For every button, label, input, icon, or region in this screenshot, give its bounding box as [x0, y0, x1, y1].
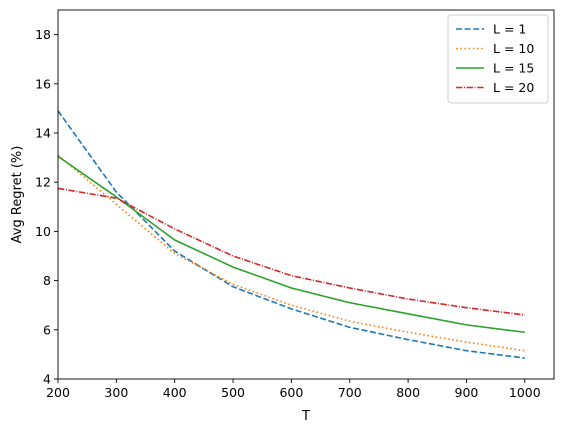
x-tick-label: 400 [163, 385, 187, 400]
y-tick-label: 16 [35, 76, 51, 91]
legend-label-4: L = 20 [493, 80, 534, 95]
plot-area [57, 110, 525, 359]
x-tick-label: 300 [104, 385, 128, 400]
x-tick-label: 200 [46, 385, 70, 400]
y-tick-label: 10 [35, 224, 51, 239]
y-axis-label: Avg Regret (%) [10, 146, 25, 244]
legend-box [447, 14, 549, 104]
y-tick-label: 12 [35, 175, 51, 190]
x-tick-label: 500 [221, 385, 245, 400]
series-line-2 [57, 154, 525, 352]
series-line-4 [57, 187, 525, 316]
x-tick-label: 900 [455, 385, 479, 400]
x-tick-label: 1000 [509, 385, 541, 400]
x-tick-label: 800 [396, 385, 420, 400]
y-tick-label: 18 [35, 27, 51, 42]
y-tick-label: 8 [43, 273, 51, 288]
legend-label-3: L = 15 [493, 61, 534, 76]
legend-label-2: L = 10 [493, 41, 534, 56]
axes: 200 300 400 500 600 700 800 900 1000 4 6 8 10 12 14 16 1… [35, 9, 555, 400]
x-axis-label: T [301, 409, 310, 424]
legend-label-1: L = 1 [493, 22, 526, 37]
y-tick-label: 6 [43, 322, 51, 337]
series-line-3 [57, 155, 525, 334]
x-tick-label: 700 [338, 385, 362, 400]
y-tick-label: 14 [35, 126, 51, 141]
legend: L = 1 L = 10 L = 15 L = 20 [447, 14, 549, 104]
axes-frame [57, 9, 555, 380]
y-tick-label: 4 [43, 372, 51, 387]
x-tick-label: 600 [279, 385, 303, 400]
series-line-1 [57, 110, 525, 359]
